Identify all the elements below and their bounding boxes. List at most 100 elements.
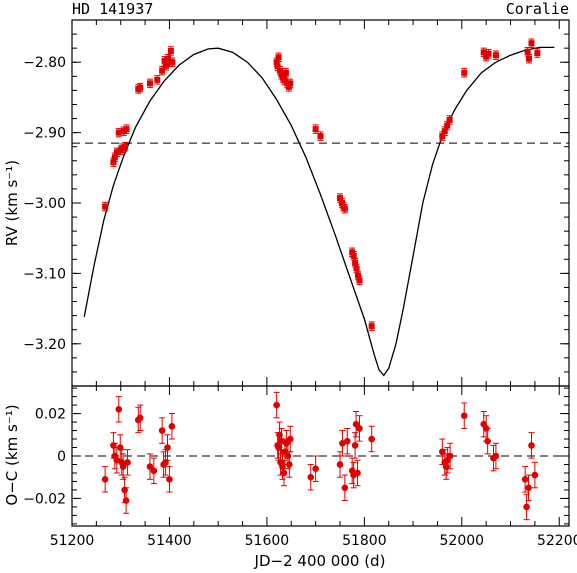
rv-data-point — [485, 50, 492, 57]
residuals-y-axis-label: O−C (km s⁻¹) — [3, 404, 21, 505]
rv-data-point — [146, 80, 153, 87]
residual-data-point — [136, 414, 144, 422]
residual-data-point — [356, 425, 363, 432]
rv-data-point — [110, 159, 117, 166]
residual-data-point — [521, 476, 529, 483]
residual-data-point — [343, 437, 351, 445]
x-tick-label: 51800 — [342, 533, 387, 549]
instrument-title: Coralie — [506, 0, 569, 18]
rv-y-tick-label: −3.20 — [23, 337, 66, 353]
rv-data-point — [524, 48, 531, 55]
rv-data-point — [275, 54, 282, 61]
rv-data-point — [349, 249, 356, 256]
orbital-fit-curve — [83, 46, 555, 377]
rv-data-point — [528, 40, 535, 47]
residual-data-point — [115, 406, 123, 413]
residual-data-point — [150, 467, 158, 475]
residual-data-point — [122, 497, 130, 504]
x-tick-label: 51200 — [50, 533, 95, 549]
rv-y-axis-label: RV (km s⁻¹) — [3, 160, 21, 246]
rv-data-point — [137, 84, 144, 91]
rv-data-point — [446, 116, 453, 123]
residual-data-point — [528, 442, 535, 449]
rv-y-tick-label: −3.00 — [23, 196, 66, 212]
rv-data-point — [317, 133, 324, 140]
residual-data-point — [368, 435, 375, 443]
rv-y-tick-label: −2.80 — [23, 55, 66, 71]
x-axis-label: JD−2 400 000 (d) — [254, 552, 386, 570]
rv-data-point — [441, 128, 448, 135]
rv-panel: −2.80 −2.90 −3.00 −3.10 −3.20 — [23, 19, 570, 387]
rv-data-point — [167, 47, 174, 54]
x-tick-label: 52000 — [440, 533, 485, 549]
residual-data-point — [284, 452, 292, 460]
residual-data-point — [286, 435, 294, 443]
residual-data-point — [531, 471, 539, 479]
rv-data-point — [282, 69, 289, 76]
rv-data-point — [285, 83, 292, 90]
residual-data-point — [273, 401, 280, 409]
residual-data-point — [336, 461, 344, 468]
rv-data-point — [169, 59, 176, 66]
residual-data-point — [164, 444, 171, 451]
residual-data-point — [124, 459, 131, 466]
residual-data-point — [168, 423, 176, 430]
rv-data-point — [338, 200, 345, 206]
residual-data-point — [492, 452, 500, 460]
residual-data-point — [146, 463, 154, 470]
rv-data-point — [336, 195, 343, 202]
rv-data-point — [102, 203, 109, 210]
residual-data-point — [312, 465, 319, 473]
rv-data-point — [312, 126, 319, 133]
residual-data-point — [286, 461, 293, 468]
residual-data-point — [166, 476, 173, 483]
residual-data-point — [101, 476, 109, 483]
rv-data-point — [444, 122, 451, 129]
rv-y-tick-label: −2.90 — [23, 126, 66, 142]
rv-plot-frame — [71, 19, 570, 387]
star-name-title: HD 141937 — [72, 0, 153, 18]
rv-data-point — [115, 129, 122, 136]
rv-data-point — [356, 277, 363, 284]
rv-data-point — [287, 80, 294, 87]
rv-data-point — [350, 252, 357, 259]
rv-data-point — [534, 50, 541, 57]
residual-data-point — [523, 503, 530, 511]
rv-data-point — [355, 272, 362, 279]
rv-data-point — [164, 55, 171, 62]
residual-y-tick-label: 0 — [57, 449, 66, 465]
residual-data-point — [280, 469, 288, 477]
rv-data-point — [122, 143, 129, 150]
rv-data-point — [526, 55, 533, 62]
residual-y-tick-label: −0.02 — [23, 491, 66, 507]
rv-data-point — [368, 323, 375, 330]
rv-data-point — [123, 126, 130, 133]
rv-data-point — [161, 57, 168, 64]
rv-data-point — [341, 205, 348, 212]
residual-data-point — [460, 412, 468, 419]
rv-data-point — [492, 52, 499, 59]
x-tick-label: 51600 — [245, 533, 290, 549]
rv-data-point — [111, 154, 118, 161]
residual-data-point — [307, 473, 315, 481]
rv-data-point — [113, 149, 120, 156]
residual-data-point — [354, 469, 361, 477]
rv-data-point — [461, 69, 468, 76]
x-tick-label: 51400 — [147, 533, 192, 549]
rv-data-point — [353, 265, 360, 272]
residual-data-point — [158, 427, 166, 434]
residual-data-point — [119, 463, 127, 470]
rv-data-point — [163, 62, 170, 69]
residual-data-point — [446, 452, 454, 460]
rv-data-point — [159, 67, 166, 74]
residual-data-point — [341, 484, 349, 492]
residual-data-point — [525, 484, 532, 492]
rv-y-tick-label: −3.10 — [23, 266, 66, 282]
residual-y-tick-label: 0.02 — [35, 407, 66, 423]
rv-data-point — [154, 76, 161, 83]
rv-data-point — [439, 133, 446, 140]
residual-data-point — [351, 442, 359, 449]
